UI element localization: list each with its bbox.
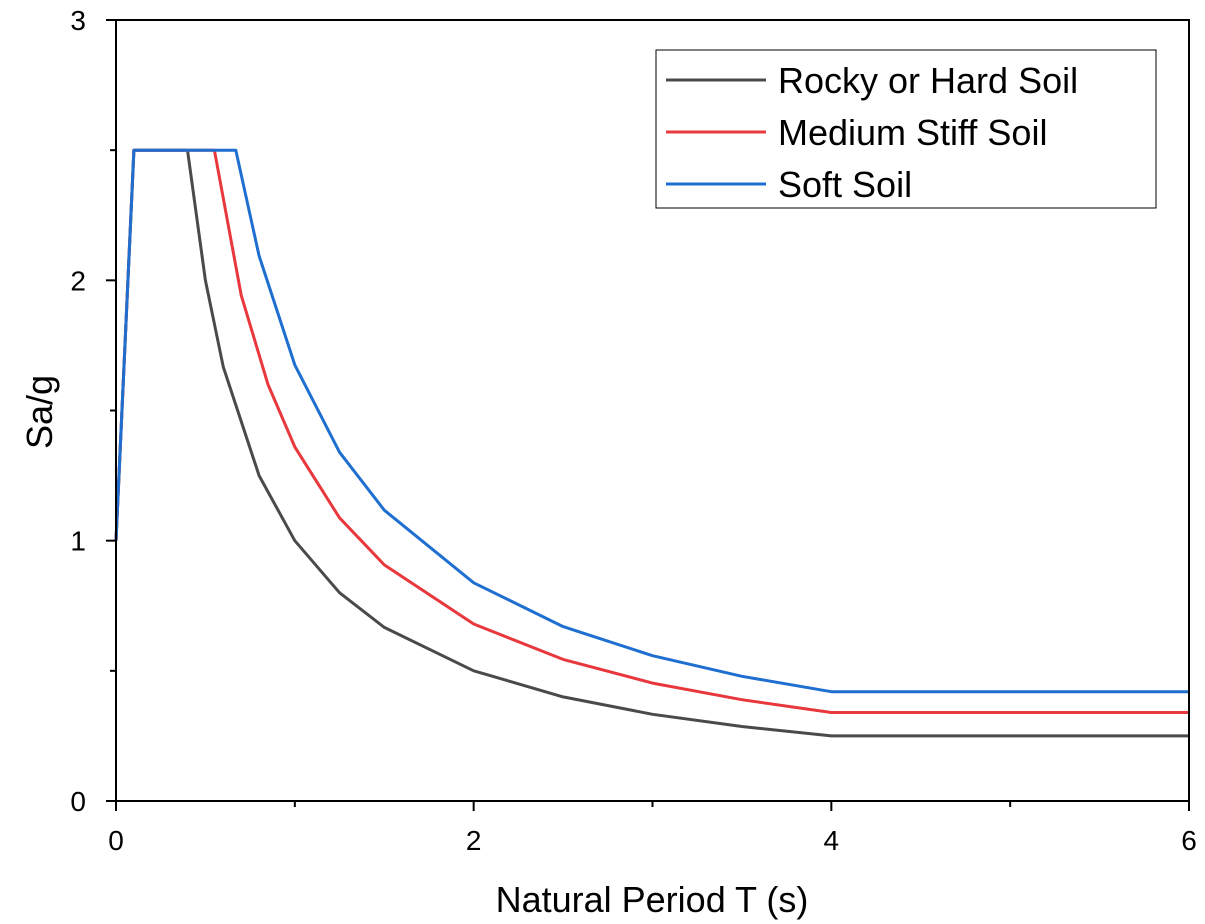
x-axis-title: Natural Period T (s) xyxy=(496,879,809,920)
legend: Rocky or Hard Soil Medium Stiff Soil Soft … xyxy=(655,49,1157,209)
legend-label-1: Rocky or Hard Soil xyxy=(778,60,1078,101)
plot-lines xyxy=(114,148,1189,738)
series-line-3 xyxy=(114,148,1189,694)
series-line-1 xyxy=(114,148,1189,738)
series-line-2 xyxy=(114,148,1189,714)
legend-label-3: Soft Soil xyxy=(778,164,912,205)
axis-ticks xyxy=(106,19,1190,811)
y-tick-label: 3 xyxy=(70,5,86,36)
y-tick-label: 0 xyxy=(70,786,86,817)
x-tick-label: 4 xyxy=(824,825,840,856)
x-tick-label: 6 xyxy=(1181,825,1197,856)
y-tick-label: 2 xyxy=(70,265,86,296)
y-tick-label: 1 xyxy=(70,526,86,557)
x-tick-label: 0 xyxy=(108,825,124,856)
x-tick-label: 2 xyxy=(466,825,482,856)
legend-label-2: Medium Stiff Soil xyxy=(778,112,1047,153)
y-axis-title: Sa/g xyxy=(19,375,60,449)
legend-box xyxy=(655,49,1157,209)
tick-labels: 0 2 4 6 0 1 2 3 xyxy=(70,5,1196,856)
